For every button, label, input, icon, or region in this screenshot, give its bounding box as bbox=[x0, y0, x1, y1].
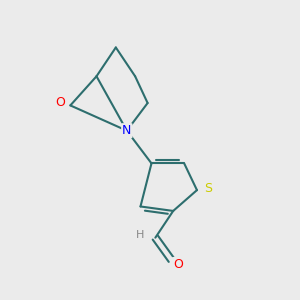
Text: O: O bbox=[55, 96, 65, 109]
Text: H: H bbox=[136, 230, 145, 240]
Text: O: O bbox=[173, 258, 183, 271]
Text: N: N bbox=[122, 124, 131, 137]
Text: S: S bbox=[204, 182, 212, 195]
